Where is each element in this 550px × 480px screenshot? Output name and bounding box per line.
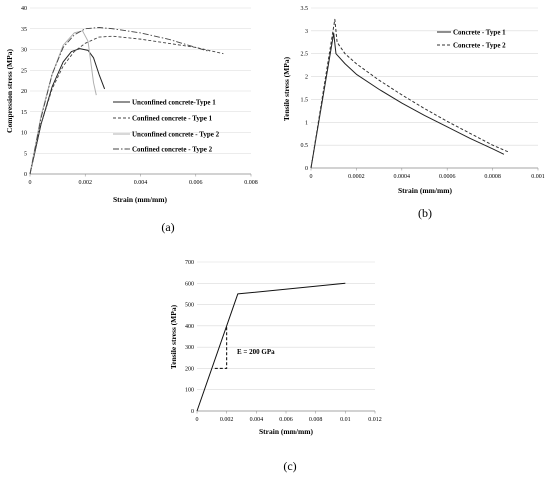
y-tick-label: 2.5 [301,52,309,58]
x-tick-label: 0.004 [250,417,264,423]
x-tick-label: 0.012 [368,417,382,423]
x-tick-label: 0.001 [531,174,545,180]
y-tick-label: 2 [305,75,308,81]
chart-a-series [29,27,224,175]
chart-b-y-axis-label: Tensile stress (MPa) [282,56,291,121]
chart-a-x-axis-label: Strain (mm/mm) [113,195,167,204]
legend-label-unconfined-type-2: Unconfined concrete - Type 2 [132,131,220,139]
series-line-1 [196,282,346,412]
y-tick-label: 20 [21,89,27,95]
legend-label-concrete-type-2: Concrete - Type 2 [453,42,506,50]
chart-b-x-ticks: 0 0.0002 0.0004 0.0006 0.0008 0.001 [310,174,545,180]
chart-a-grid [30,7,251,154]
chart-b-legend: Concrete - Type 1 Concrete - Type 2 [437,29,506,50]
chart-c-grid [197,261,375,391]
x-tick-label: 0.002 [220,417,234,423]
x-tick-label: 0.0006 [439,174,456,180]
x-tick-label: 0 [196,417,199,423]
chart-c-axes [196,410,376,414]
slope-triangle-marker [214,325,228,369]
chart-a-legend: Unconfined concrete-Type 1 Confined conc… [113,99,220,154]
x-tick-label: 0.01 [340,417,351,423]
series-line-1 [29,48,106,175]
x-tick-label: 0 [310,174,313,180]
y-tick-label: 35 [21,27,27,33]
y-tick-label: 0 [24,172,27,178]
x-tick-label: 0.0008 [484,174,501,180]
y-tick-label: 0.5 [301,143,309,149]
chart-b: 0 0.5 1 1.5 2 2.5 3 3.5 0 0.0002 0.0004 0.0006 0.00… [282,6,545,220]
y-tick-label: 15 [21,110,27,116]
series-line-1 [310,32,505,169]
y-tick-label: 5 [24,151,27,157]
y-tick-label: 10 [21,131,27,137]
y-tick-label: 200 [185,366,194,372]
chart-c-panel-label: (c) [283,459,296,473]
chart-a-x-ticks: 0 0.002 0.004 0.006 0.008 [29,180,258,186]
x-tick-label: 0.0002 [348,174,365,180]
y-tick-label: 500 [185,303,194,309]
chart-a-y-ticks: 0 5 10 15 20 25 30 35 40 [21,6,27,178]
y-tick-label: 1 [305,120,308,126]
chart-c-x-ticks: 0 0.002 0.004 0.006 0.008 0.01 0.012 [196,417,382,423]
chart-a-y-axis-label: Compression stress (MPa) [5,49,14,133]
chart-c-y-ticks: 0 100 200 300 400 500 600 700 [185,260,194,415]
chart-b-y-ticks: 0 0.5 1 1.5 2 2.5 3 3.5 [301,6,309,172]
chart-b-panel-label: (b) [418,206,432,220]
series-line-3 [29,30,97,175]
series-line-2 [29,35,224,175]
y-tick-label: 25 [21,68,27,74]
chart-c-modulus-annotation: E = 200 GPa [237,348,275,356]
chart-c-slope-marker [214,325,228,369]
y-tick-label: 0 [305,166,308,172]
chart-b-series [310,18,509,169]
chart-c-series [196,282,346,412]
chart-c-y-axis-label: Tensile stress (MPa) [169,304,178,369]
x-tick-label: 0.008 [244,180,258,186]
chart-a: 0 5 10 15 20 25 30 35 40 0 0.002 0.004 0.006 0.008 S… [5,6,258,234]
chart-b-axes [310,167,539,171]
series-line-2 [310,18,509,169]
legend-label-confined-type-1: Confined concrete - Type 1 [132,115,213,123]
legend-label-concrete-type-1: Concrete - Type 1 [453,29,506,37]
y-tick-label: 0 [191,409,194,415]
y-tick-label: 1.5 [301,97,309,103]
y-tick-label: 40 [21,6,27,12]
y-tick-label: 400 [185,324,194,330]
x-tick-label: 0 [29,180,32,186]
chart-b-x-axis-label: Strain (mm/mm) [398,186,452,195]
y-tick-label: 600 [185,281,194,287]
legend-label-confined-type-2: Confined concrete - Type 2 [132,146,213,154]
x-tick-label: 0.004 [134,180,148,186]
y-tick-label: 100 [185,388,194,394]
y-tick-label: 300 [185,345,194,351]
chart-c-x-axis-label: Strain (mm/mm) [259,427,313,436]
y-tick-label: 30 [21,48,27,54]
y-tick-label: 3 [305,29,308,35]
x-tick-label: 0.006 [279,417,293,423]
chart-b-grid [311,7,538,146]
legend-label-unconfined-type-1: Unconfined concrete-Type 1 [132,99,216,107]
y-tick-label: 700 [185,260,194,266]
x-tick-label: 0.002 [79,180,93,186]
x-tick-label: 0.008 [309,417,323,423]
y-tick-label: 3.5 [301,6,309,12]
series-line-4 [29,27,210,175]
chart-a-panel-label: (a) [161,220,174,234]
x-tick-label: 0.006 [189,180,203,186]
x-tick-label: 0.0004 [394,174,411,180]
chart-a-axes [29,173,252,177]
